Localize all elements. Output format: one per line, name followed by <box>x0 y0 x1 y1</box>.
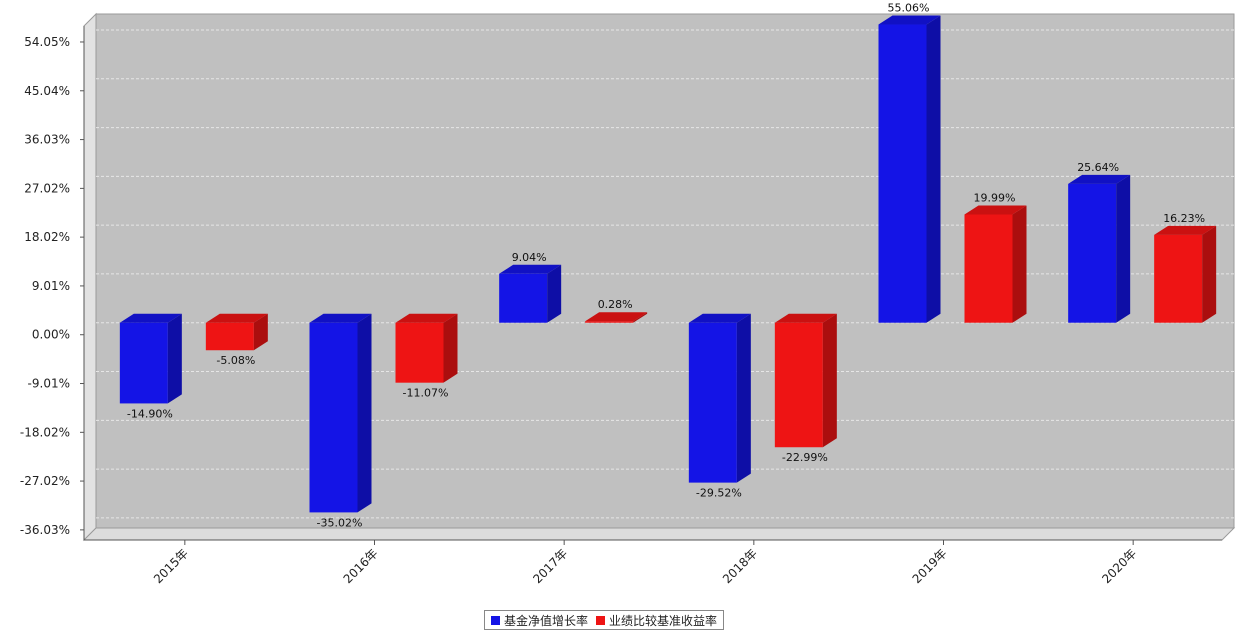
bar-side <box>1202 225 1217 323</box>
bar-front <box>688 322 737 483</box>
bar-front <box>585 321 634 323</box>
x-tick-label: 2017年 <box>530 546 570 586</box>
bar-side <box>253 313 268 351</box>
data-label: 0.28% <box>598 298 633 311</box>
bar <box>395 313 458 383</box>
y-tick-label: 0.00% <box>32 328 70 342</box>
bar-side <box>1012 205 1027 323</box>
plot-area <box>82 12 1236 542</box>
bar <box>688 313 751 483</box>
bar-top <box>309 313 372 323</box>
x-tick-label: 2019年 <box>910 546 950 586</box>
legend: 基金净值增长率 业绩比较基准收益率 <box>484 610 725 630</box>
x-axis: 2015年 2016年 2017年 2018年 2019年 2020年 <box>84 539 1222 586</box>
y-tick-label: 54.05% <box>24 35 70 49</box>
bar-front <box>774 322 823 448</box>
data-label: -14.90% <box>127 407 173 420</box>
bar-front <box>309 322 358 513</box>
data-label: -11.07% <box>403 387 449 400</box>
y-tick-label: -9.01% <box>28 377 70 391</box>
bar-top <box>119 313 182 323</box>
data-label: 55.06% <box>888 2 930 15</box>
bar-top <box>205 313 268 323</box>
x-tick-label: 2020年 <box>1099 546 1139 586</box>
legend-label-fund: 基金净值增长率 <box>504 613 589 628</box>
y-tick-label: 18.02% <box>24 230 70 244</box>
bar <box>1154 225 1217 323</box>
bar-side <box>357 313 372 513</box>
bar-side <box>926 15 941 323</box>
bar-side <box>443 313 458 383</box>
data-label: -29.52% <box>696 487 742 500</box>
bar-front <box>119 322 168 404</box>
y-tick-label: 45.04% <box>24 84 70 98</box>
legend-item-benchmark: 业绩比较基准收益率 <box>596 612 717 629</box>
bar-front <box>878 24 927 323</box>
bar-top <box>585 312 648 322</box>
y-tick-label: 9.01% <box>32 279 70 293</box>
bar-side <box>822 313 837 448</box>
bar-front <box>964 214 1013 323</box>
legend-item-fund: 基金净值增长率 <box>491 612 588 629</box>
legend-swatch-fund <box>491 615 500 625</box>
legend-swatch-benchmark <box>596 615 606 625</box>
bar-top <box>1154 225 1217 235</box>
bar-front <box>499 273 548 323</box>
bar-top <box>395 313 458 323</box>
bar-top <box>499 264 562 274</box>
x-tick-label: 2018年 <box>720 546 760 586</box>
bar-top <box>688 313 751 323</box>
data-label: -35.02% <box>317 516 363 529</box>
bar-top <box>964 205 1027 215</box>
bar-top <box>878 15 941 25</box>
bar-front <box>1068 183 1117 323</box>
data-label: 16.23% <box>1163 212 1205 225</box>
y-axis: 54.05% 45.04% 36.03% 27.02% 18.02% 9.01% 0.00%… <box>20 26 85 540</box>
bar-top <box>774 313 837 323</box>
y-tick-label: 36.03% <box>24 133 70 147</box>
bar-front <box>395 322 444 383</box>
data-label: 19.99% <box>974 191 1016 204</box>
bar <box>1068 174 1131 323</box>
y-tick-label: 27.02% <box>24 181 70 195</box>
bar-front <box>205 322 254 351</box>
bar-side <box>547 264 562 323</box>
bar <box>499 264 562 323</box>
bars <box>119 15 1217 513</box>
y-tick-label: -27.02% <box>20 474 70 488</box>
plot-side-wall <box>83 12 97 542</box>
plot-floor <box>82 527 1236 541</box>
y-tick-label: -18.02% <box>20 425 70 439</box>
bar-top <box>1068 174 1131 184</box>
bar <box>585 312 648 323</box>
plot-back-wall <box>95 13 1235 529</box>
x-tick-label: 2016年 <box>341 546 381 586</box>
bar <box>774 313 837 448</box>
data-label: 9.04% <box>512 251 547 264</box>
bar-side <box>633 312 648 323</box>
data-label: -5.08% <box>216 354 255 367</box>
data-labels: -14.90% -5.08% -35.02% -11.07% 9.04% 0.28% -29… <box>127 2 1205 530</box>
x-tick-label: 2015年 <box>151 546 191 586</box>
data-label: 25.64% <box>1077 161 1119 174</box>
legend-label-benchmark: 业绩比较基准收益率 <box>609 613 718 628</box>
bar-side <box>167 313 182 404</box>
bar-front <box>1154 234 1203 323</box>
bar <box>309 313 372 513</box>
bar <box>964 205 1027 323</box>
bar-side <box>736 313 751 483</box>
bar-side <box>1116 174 1131 323</box>
bar <box>119 313 182 404</box>
bar <box>878 15 941 323</box>
bar <box>205 313 268 351</box>
data-label: -22.99% <box>782 451 828 464</box>
y-tick-label: -36.03% <box>20 523 70 537</box>
